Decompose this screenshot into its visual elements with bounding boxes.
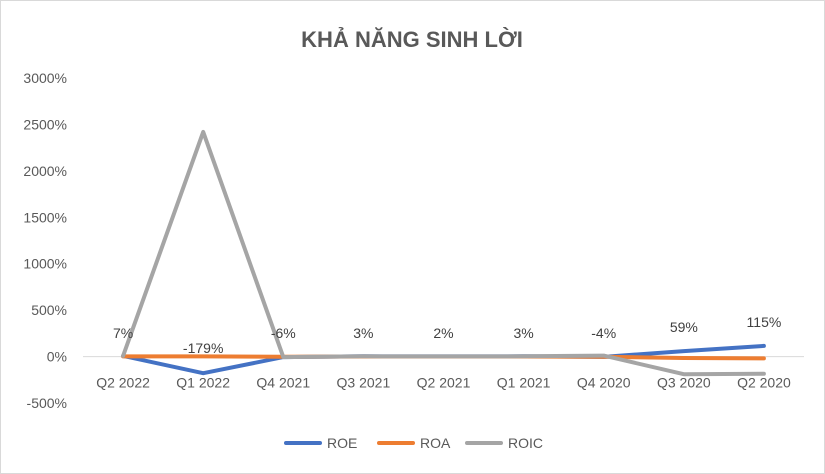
data-label: -4% <box>591 325 616 341</box>
x-tick-label: Q2 2020 <box>737 375 791 391</box>
y-tick-label: 1500% <box>23 209 67 225</box>
data-label: 3% <box>513 325 533 341</box>
x-tick-label: Q4 2021 <box>256 375 310 391</box>
x-tick-label: Q1 2022 <box>176 375 230 391</box>
y-tick-label: 3000% <box>23 70 67 86</box>
series-lines <box>121 129 766 377</box>
data-label: 115% <box>747 314 782 330</box>
y-tick-label: 0% <box>47 349 67 365</box>
series-line-roic <box>121 129 766 377</box>
data-label: 7% <box>113 325 133 341</box>
y-tick-label: 2500% <box>23 116 67 132</box>
x-tick-label: Q3 2021 <box>337 375 391 391</box>
y-tick-label: 2000% <box>23 163 67 179</box>
y-tick-label: -500% <box>27 395 67 411</box>
data-label: -179% <box>183 340 223 356</box>
data-label: -6% <box>271 325 296 341</box>
y-tick-label: 1000% <box>23 256 67 272</box>
legend-label-roe: ROE <box>327 435 357 451</box>
legend-label-roic: ROIC <box>508 435 543 451</box>
legend: ROE ROA ROIC <box>284 435 543 451</box>
x-tick-label: Q2 2022 <box>96 375 150 391</box>
data-label: 2% <box>433 325 453 341</box>
x-axis-ticks: Q2 2022 Q1 2022 Q4 2021 Q3 2021 Q2 2021 Q1 20… <box>96 375 791 391</box>
legend-label-roa: ROA <box>420 435 451 451</box>
x-tick-label: Q2 2021 <box>417 375 471 391</box>
chart-title: KHẢ NĂNG SINH LỜI <box>301 27 523 52</box>
data-label: 3% <box>353 325 373 341</box>
y-tick-label: 500% <box>31 302 67 318</box>
x-tick-label: Q4 2020 <box>577 375 631 391</box>
y-axis-ticks: 3000% 2500% 2000% 1500% 1000% 500% 0% -500% <box>23 70 67 411</box>
x-tick-label: Q1 2021 <box>497 375 551 391</box>
x-tick-label: Q3 2020 <box>657 375 711 391</box>
data-label: 59% <box>670 319 698 335</box>
data-labels: 7% -179% -6% 3% 2% 3% -4% 59% 115% <box>113 314 781 356</box>
